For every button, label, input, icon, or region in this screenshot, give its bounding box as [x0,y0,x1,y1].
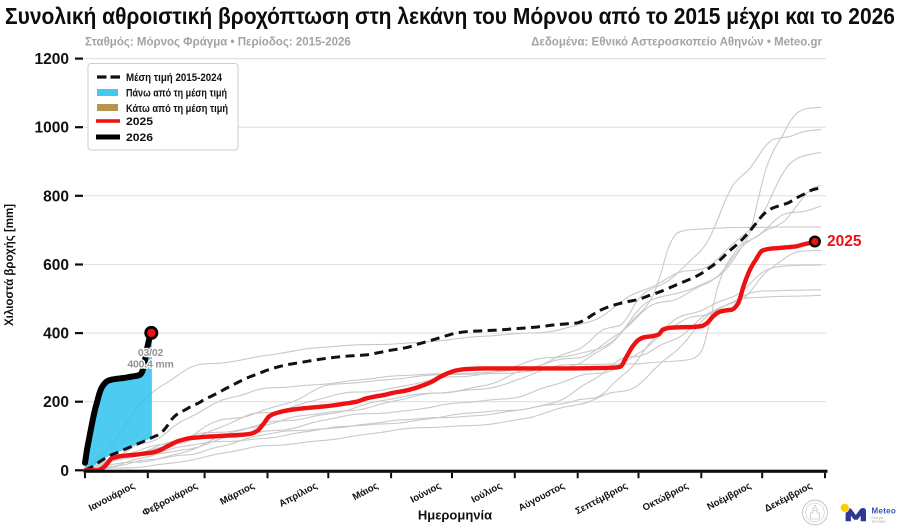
svg-text:Ημερομηνία: Ημερομηνία [418,508,492,523]
svg-text:τον καιρό.: τον καιρό. [872,520,887,524]
svg-text:800: 800 [43,188,69,205]
svg-text:Συνολική αθροιστική βροχόπτωση: Συνολική αθροιστική βροχόπτωση στη λεκάν… [5,3,895,29]
svg-text:Χιλιοστά βροχής [mm]: Χιλιοστά βροχής [mm] [4,204,16,326]
svg-text:600: 600 [43,257,69,274]
svg-text:400.4 mm: 400.4 mm [127,359,173,371]
svg-text:Κάτω από τη μέση τιμή: Κάτω από τη μέση τιμή [126,103,228,115]
svg-text:2025: 2025 [126,116,153,128]
svg-text:03/02: 03/02 [138,347,164,359]
svg-text:1200: 1200 [35,51,69,68]
svg-text:Όλα για: Όλα για [871,516,884,520]
svg-text:2025: 2025 [827,233,862,250]
svg-text:0: 0 [60,463,69,480]
svg-text:400: 400 [43,326,69,343]
svg-text:2026: 2026 [126,132,153,144]
svg-text:Σταθμός: Μόρνος Φράγμα • Περίο: Σταθμός: Μόρνος Φράγμα • Περίοδος: 2015-… [85,37,351,49]
svg-text:Μέση τιμή 2015-2024: Μέση τιμή 2015-2024 [126,72,222,84]
svg-text:Δεδομένα: Εθνικό Αστεροσκοπείο: Δεδομένα: Εθνικό Αστεροσκοπείο Αθηνών • … [531,37,822,49]
svg-text:Meteo: Meteo [872,507,897,516]
svg-text:Πάνω από τη μέση τιμή: Πάνω από τη μέση τιμή [126,88,227,100]
svg-text:1000: 1000 [35,120,69,137]
svg-text:200: 200 [43,394,69,411]
